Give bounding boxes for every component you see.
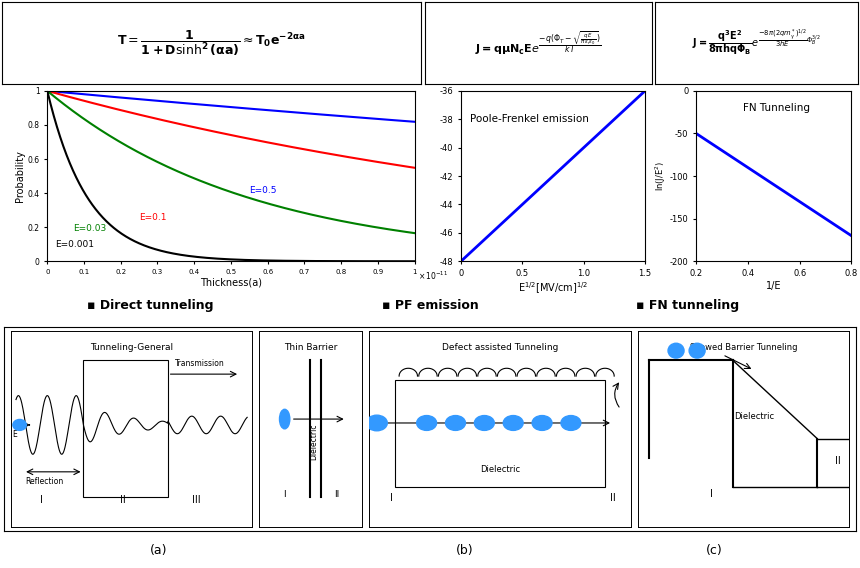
- Text: II: II: [334, 490, 339, 499]
- Circle shape: [366, 415, 387, 431]
- Text: I: I: [390, 493, 393, 503]
- Circle shape: [417, 416, 437, 431]
- Text: Dielectric: Dielectric: [480, 465, 520, 474]
- Text: Reflection: Reflection: [26, 477, 64, 486]
- Text: E=0.03: E=0.03: [73, 224, 107, 233]
- Text: $\times\,10^{-11}$: $\times\,10^{-11}$: [418, 270, 448, 282]
- Text: Transmission: Transmission: [175, 360, 224, 368]
- Circle shape: [561, 416, 580, 431]
- Text: I: I: [40, 495, 43, 505]
- Text: ▪ Direct tunneling: ▪ Direct tunneling: [87, 299, 214, 312]
- Text: E=0.5: E=0.5: [249, 186, 277, 195]
- Text: E: E: [12, 429, 17, 438]
- Circle shape: [532, 416, 552, 431]
- X-axis label: E$^{1/2}$[MV/cm]$^{1/2}$: E$^{1/2}$[MV/cm]$^{1/2}$: [518, 281, 588, 296]
- Text: (c): (c): [705, 545, 722, 557]
- Circle shape: [445, 416, 465, 431]
- Circle shape: [475, 416, 494, 431]
- X-axis label: Thickness(a): Thickness(a): [200, 278, 262, 288]
- Text: $\mathbf{J = q\mu N_c E} e^{\dfrac{-q(\Phi_T - \sqrt{\frac{qE}{\pi\varepsilon_r\: $\mathbf{J = q\mu N_c E} e^{\dfrac{-q(\P…: [476, 30, 601, 57]
- X-axis label: 1/E: 1/E: [766, 281, 782, 291]
- Circle shape: [503, 416, 523, 431]
- Bar: [83, 361, 168, 497]
- Circle shape: [668, 343, 684, 358]
- Text: I: I: [710, 489, 713, 499]
- Text: $\mathbf{J = \dfrac{q^3 E^2}{8\pi h q \Phi_B}} e^{\dfrac{-8\pi(2qm^*_\gamma)^{1/: $\mathbf{J = \dfrac{q^3 E^2}{8\pi h q \P…: [692, 28, 821, 58]
- Text: Defect assisted Tunneling: Defect assisted Tunneling: [442, 343, 558, 352]
- Text: E=0.001: E=0.001: [55, 240, 94, 249]
- Text: (b): (b): [456, 545, 473, 557]
- Text: II: II: [835, 456, 841, 466]
- Y-axis label: Probability: Probability: [15, 150, 25, 202]
- Text: Dielectric: Dielectric: [734, 412, 774, 421]
- Text: ▪ PF emission: ▪ PF emission: [382, 299, 478, 312]
- Text: I: I: [283, 490, 286, 499]
- Y-axis label: ln(J/E$^2$): ln(J/E$^2$): [654, 161, 668, 191]
- Text: FN Tunneling: FN Tunneling: [743, 103, 810, 114]
- Text: III: III: [192, 495, 200, 505]
- Text: Dielectric: Dielectric: [309, 424, 318, 460]
- Text: II: II: [120, 495, 126, 505]
- Circle shape: [280, 410, 290, 429]
- Circle shape: [689, 343, 705, 358]
- Text: Poole-Frenkel emission: Poole-Frenkel emission: [470, 114, 589, 124]
- Text: $\mathbf{T} = \dfrac{\mathbf{1}}{\mathbf{1 + D\sinh^2(\alpha a)}} \approx \mathb: $\mathbf{T} = \dfrac{\mathbf{1}}{\mathbf…: [117, 28, 306, 58]
- Text: Tunneling-General: Tunneling-General: [90, 343, 173, 352]
- Bar: [396, 380, 605, 487]
- Text: E=0.1: E=0.1: [139, 214, 167, 223]
- Text: Skewed Barrier Tunneling: Skewed Barrier Tunneling: [690, 343, 797, 352]
- Text: ▪ FN tunneling: ▪ FN tunneling: [636, 299, 740, 312]
- Text: Thin Barrier: Thin Barrier: [284, 343, 337, 352]
- Text: II: II: [611, 493, 616, 503]
- Circle shape: [13, 419, 27, 431]
- Text: (a): (a): [150, 545, 168, 557]
